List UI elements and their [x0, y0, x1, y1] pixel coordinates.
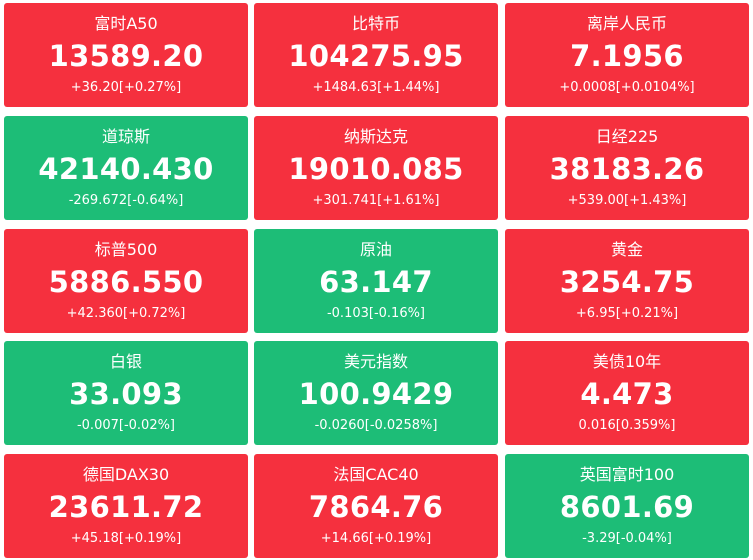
tile-value: 63.147	[319, 265, 433, 299]
tile-change: +42.360[+0.72%]	[66, 306, 186, 321]
tile-name: 美元指数	[343, 352, 408, 371]
tile-change: -269.672[-0.64%]	[68, 193, 184, 208]
tile-value: 7864.76	[308, 490, 444, 524]
tile-bitcoin[interactable]: 比特币 104275.95 +1484.63[+1.44%]	[254, 3, 498, 107]
tile-value: 3254.75	[559, 265, 695, 299]
tile-cac40[interactable]: 法国CAC40 7864.76 +14.66[+0.19%]	[254, 454, 498, 558]
tile-gold[interactable]: 黄金 3254.75 +6.95[+0.21%]	[505, 229, 749, 333]
tile-change: +36.20[+0.27%]	[70, 80, 182, 95]
tile-name: 比特币	[351, 14, 400, 33]
tile-change: +1484.63[+1.44%]	[312, 80, 440, 95]
tile-change: +0.0008[+0.0104%]	[559, 80, 695, 95]
tile-value: 13589.20	[48, 39, 204, 73]
tile-name: 美债10年	[592, 352, 662, 371]
tile-value: 38183.26	[549, 152, 705, 186]
tile-name: 富时A50	[94, 14, 158, 33]
tile-name: 离岸人民币	[586, 14, 667, 33]
tile-silver[interactable]: 白银 33.093 -0.007[-0.02%]	[4, 341, 248, 445]
tile-name: 白银	[109, 352, 142, 371]
tile-change: +45.18[+0.19%]	[70, 531, 182, 546]
tile-dax30[interactable]: 德国DAX30 23611.72 +45.18[+0.19%]	[4, 454, 248, 558]
tile-value: 8601.69	[559, 490, 695, 524]
tile-ftse-china-a50[interactable]: 富时A50 13589.20 +36.20[+0.27%]	[4, 3, 248, 107]
tile-change: -3.29[-0.04%]	[582, 531, 672, 546]
tile-name: 法国CAC40	[333, 465, 419, 484]
tile-nasdaq[interactable]: 纳斯达克 19010.085 +301.741[+1.61%]	[254, 116, 498, 220]
tile-change: +301.741[+1.61%]	[312, 193, 440, 208]
tile-dow-jones[interactable]: 道琼斯 42140.430 -269.672[-0.64%]	[4, 116, 248, 220]
tile-change: +539.00[+1.43%]	[567, 193, 687, 208]
tile-value: 19010.085	[288, 152, 464, 186]
tile-crude-oil[interactable]: 原油 63.147 -0.103[-0.16%]	[254, 229, 498, 333]
tile-name: 道琼斯	[101, 127, 150, 146]
tile-change: -0.103[-0.16%]	[326, 306, 426, 321]
tile-value: 33.093	[69, 377, 183, 411]
tile-value: 42140.430	[38, 152, 214, 186]
tile-change: 0.016[0.359%]	[578, 418, 676, 433]
tile-nikkei-225[interactable]: 日经225 38183.26 +539.00[+1.43%]	[505, 116, 749, 220]
tile-change: +6.95[+0.21%]	[575, 306, 679, 321]
tile-value: 5886.550	[48, 265, 204, 299]
tile-name: 德国DAX30	[82, 465, 170, 484]
tile-name: 英国富时100	[579, 465, 675, 484]
tile-change: -0.0260[-0.0258%]	[314, 418, 438, 433]
tile-value: 7.1956	[570, 39, 684, 73]
tile-ftse-100[interactable]: 英国富时100 8601.69 -3.29[-0.04%]	[505, 454, 749, 558]
tile-value: 104275.95	[288, 39, 464, 73]
tile-name: 标普500	[94, 240, 158, 259]
tile-value: 100.9429	[298, 377, 454, 411]
tile-name: 原油	[359, 240, 392, 259]
tile-us-10y-treasury[interactable]: 美债10年 4.473 0.016[0.359%]	[505, 341, 749, 445]
tile-change: +14.66[+0.19%]	[320, 531, 432, 546]
tile-offshore-rmb[interactable]: 离岸人民币 7.1956 +0.0008[+0.0104%]	[505, 3, 749, 107]
tile-value: 4.473	[580, 377, 674, 411]
tile-change: -0.007[-0.02%]	[76, 418, 176, 433]
tile-name: 日经225	[595, 127, 659, 146]
tile-name: 黄金	[610, 240, 643, 259]
tile-sp500[interactable]: 标普500 5886.550 +42.360[+0.72%]	[4, 229, 248, 333]
tile-name: 纳斯达克	[343, 127, 408, 146]
tile-value: 23611.72	[48, 490, 204, 524]
tile-dollar-index[interactable]: 美元指数 100.9429 -0.0260[-0.0258%]	[254, 341, 498, 445]
